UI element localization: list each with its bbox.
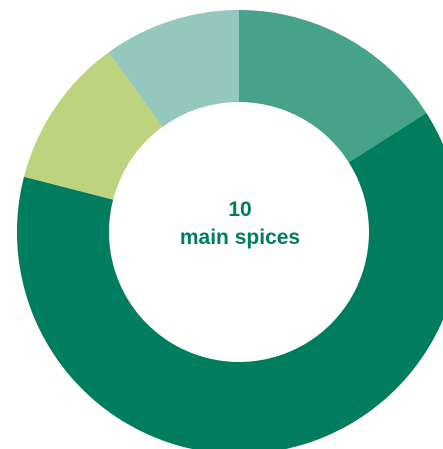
center-count: 10 <box>228 196 251 224</box>
donut-center-label: 10 main spices <box>140 196 340 252</box>
center-caption: main spices <box>180 224 300 252</box>
